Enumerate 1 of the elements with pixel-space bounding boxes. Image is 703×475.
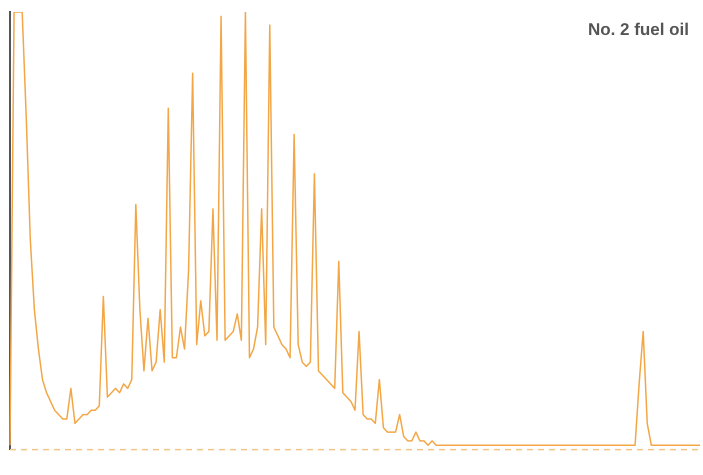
text: No. 2 fuel oil xyxy=(588,20,689,40)
